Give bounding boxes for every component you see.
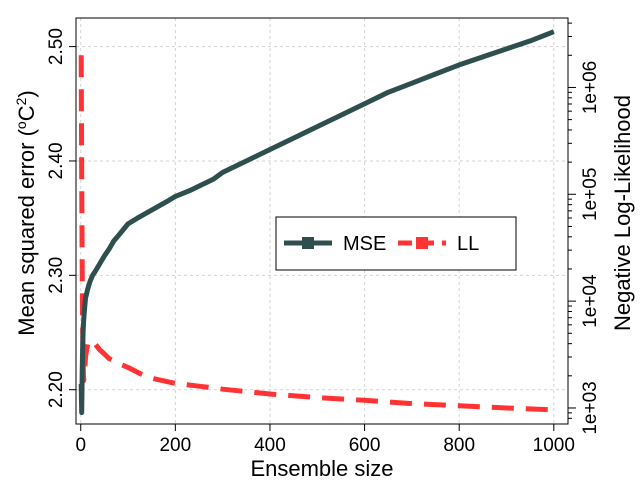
legend-mse-marker [302,237,314,249]
y-left-tick-label: 2.40 [46,142,67,179]
y-left-axis-title-unit: C [14,105,39,121]
y-right-tick-label: 1e+03 [580,381,601,434]
series-layer [78,29,555,416]
y-right-axis-title: Negative Log-Likelihood [610,95,635,331]
y-left-tick-label: 2.30 [46,257,67,294]
legend-ll-marker [416,237,428,249]
y-right-tick-label: 1e+05 [580,168,601,221]
x-axis: 0 200 400 600 800 1000 [75,424,575,456]
y-left-axis-title-unit-sup: o [13,121,29,129]
x-tick-label: 0 [75,435,86,456]
plot-frame [75,17,569,425]
series-mse-line [78,29,555,416]
y-left-axis-title-close: ) [14,90,39,97]
x-tick-label: 1000 [533,435,575,456]
x-tick-label: 800 [443,435,475,456]
legend-item-ll: LL [398,233,479,255]
y-right-tick-label: 1e+04 [580,274,601,328]
y-left-axis-title-sup: 2 [13,97,29,105]
y-right-tick-label: 1e+06 [580,61,601,114]
x-tick-label: 200 [159,435,191,456]
x-tick-label: 400 [254,435,286,456]
y-left-tick-label: 2.50 [46,28,67,65]
y-left-axis: 2.20 2.30 2.40 2.50 [46,28,76,408]
legend-mse-label: MSE [343,233,386,255]
legend-item-mse: MSE [284,233,386,255]
x-axis-title: Ensemble size [250,456,393,481]
legend: MSE LL [275,216,517,271]
x-tick-label: 600 [349,435,381,456]
y-left-tick-label: 2.20 [46,371,67,408]
legend-ll-label: LL [457,233,479,255]
y-left-axis-title: Mean squared error (oC2) [13,90,39,335]
y-left-axis-title-main: Mean squared error ( [14,128,39,335]
grid [76,18,568,424]
y-right-axis: 1e+03 1e+04 1e+05 1e+06 [568,22,601,435]
